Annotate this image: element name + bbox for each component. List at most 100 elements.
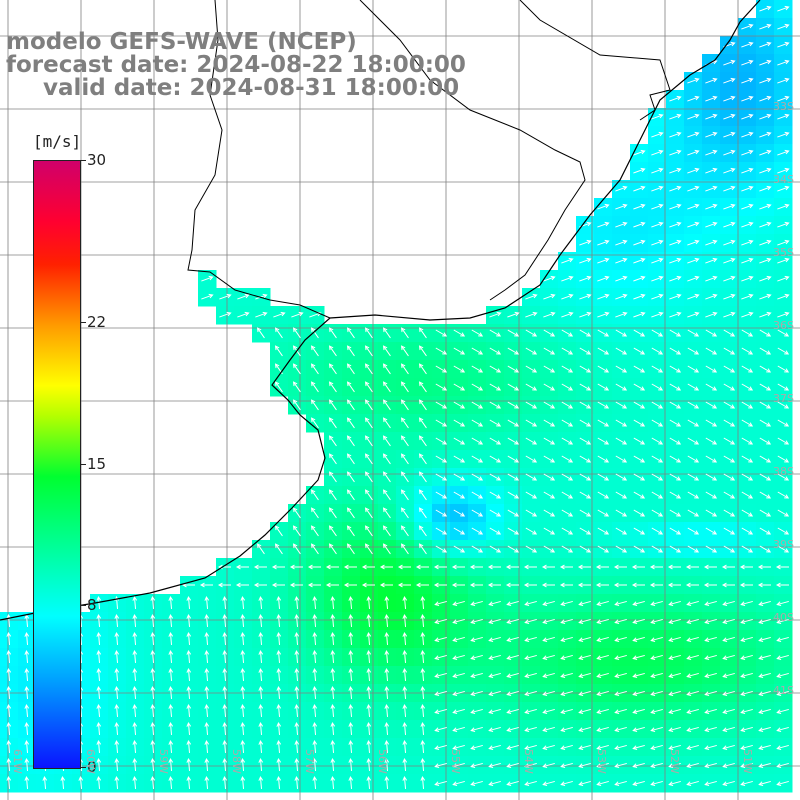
wind-arrow bbox=[470, 762, 483, 768]
wind-arrow bbox=[524, 744, 537, 750]
wind-arrow bbox=[240, 775, 246, 790]
wind-arrow bbox=[669, 131, 682, 138]
wind-arrow bbox=[452, 618, 465, 624]
wind-arrow bbox=[757, 564, 771, 570]
wind-arrow bbox=[452, 690, 465, 696]
wind-arrow bbox=[420, 613, 426, 628]
wind-arrow bbox=[615, 293, 628, 300]
wind-arrow bbox=[596, 690, 609, 696]
wind-arrow bbox=[114, 739, 120, 754]
wind-arrow bbox=[258, 649, 264, 664]
wind-arrow bbox=[114, 685, 120, 700]
latitude-label: 39S bbox=[773, 538, 794, 551]
wind-arrow bbox=[543, 473, 556, 481]
wind-arrow bbox=[237, 311, 250, 318]
wind-arrow bbox=[384, 775, 390, 790]
wind-arrow bbox=[400, 381, 409, 393]
wind-arrow bbox=[453, 455, 466, 463]
wind-arrow bbox=[579, 401, 592, 409]
wind-arrow bbox=[543, 527, 556, 535]
wind-arrow bbox=[366, 613, 372, 628]
wind-arrow bbox=[310, 417, 319, 429]
wind-arrow bbox=[330, 775, 336, 790]
wind-arrow bbox=[758, 636, 771, 642]
wind-arrow bbox=[204, 703, 210, 718]
wind-arrow bbox=[489, 491, 502, 499]
latitude-label: 33S bbox=[773, 100, 794, 113]
wind-arrow bbox=[364, 435, 373, 447]
wind-arrow bbox=[186, 721, 192, 736]
latitude-label: 38S bbox=[773, 465, 794, 478]
wind-arrow bbox=[759, 509, 772, 517]
wind-arrow bbox=[541, 582, 555, 588]
wind-arrow bbox=[705, 527, 718, 535]
wind-arrow bbox=[777, 365, 790, 373]
wind-arrow bbox=[721, 564, 735, 570]
colorbar-tick-mark bbox=[80, 160, 86, 161]
wind-arrow bbox=[524, 654, 537, 660]
wind-arrow bbox=[400, 525, 409, 537]
wind-arrow bbox=[651, 239, 664, 246]
wind-arrow bbox=[560, 744, 573, 750]
wind-arrow bbox=[542, 708, 555, 714]
wind-arrow bbox=[669, 239, 682, 246]
wind-arrow bbox=[434, 636, 447, 642]
wind-arrow bbox=[776, 744, 789, 750]
wind-arrow bbox=[615, 527, 628, 535]
longitude-label: 59W bbox=[157, 749, 170, 774]
wind-arrow bbox=[114, 721, 120, 736]
wind-arrow bbox=[579, 347, 592, 355]
wind-arrow bbox=[364, 525, 373, 537]
longitude-label: 54W bbox=[522, 749, 535, 774]
wind-arrow bbox=[488, 654, 501, 660]
wind-arrow bbox=[615, 437, 628, 445]
wind-arrow bbox=[453, 437, 466, 445]
wind-arrow bbox=[777, 545, 790, 553]
wind-arrow bbox=[597, 437, 610, 445]
wind-arrow bbox=[705, 509, 718, 517]
wind-arrow bbox=[402, 595, 408, 610]
wind-arrow bbox=[651, 257, 664, 264]
wind-arrow bbox=[168, 595, 174, 610]
wind-arrow bbox=[525, 473, 538, 481]
wind-arrow bbox=[741, 401, 754, 409]
wind-arrow bbox=[543, 311, 556, 318]
wind-arrow bbox=[346, 399, 355, 411]
wind-arrow bbox=[6, 757, 12, 772]
wind-arrow bbox=[400, 327, 409, 339]
wind-arrow bbox=[24, 775, 30, 790]
wind-arrow bbox=[348, 631, 354, 646]
wind-arrow bbox=[366, 739, 372, 754]
wind-arrow bbox=[651, 365, 664, 373]
wind-arrow bbox=[453, 509, 466, 517]
wind-arrow bbox=[471, 473, 484, 481]
wind-arrow bbox=[723, 113, 736, 120]
wind-arrow bbox=[222, 685, 228, 700]
wind-arrow bbox=[114, 703, 120, 718]
wind-arrow bbox=[651, 545, 664, 553]
wind-arrow bbox=[703, 564, 717, 570]
wind-arrow bbox=[276, 739, 282, 754]
wind-arrow bbox=[435, 365, 448, 373]
wind-arrow bbox=[291, 311, 304, 318]
wind-arrow bbox=[615, 185, 628, 192]
wind-arrow bbox=[578, 654, 591, 660]
wind-arrow bbox=[669, 419, 682, 427]
wind-arrow bbox=[114, 775, 120, 790]
wind-arrow bbox=[402, 757, 408, 772]
wind-arrow bbox=[633, 275, 646, 282]
wind-arrow bbox=[596, 744, 609, 750]
wind-arrow bbox=[777, 401, 790, 409]
wind-arrow bbox=[723, 59, 736, 66]
wind-arrow bbox=[470, 654, 483, 660]
wind-arrow bbox=[382, 507, 391, 519]
wind-arrow bbox=[615, 275, 628, 282]
wind-arrow bbox=[525, 455, 538, 463]
wind-arrow bbox=[96, 721, 102, 736]
wind-arrow bbox=[330, 721, 336, 736]
wind-arrow bbox=[633, 257, 646, 264]
wind-arrow bbox=[705, 455, 718, 463]
wind-arrow bbox=[201, 293, 214, 300]
wind-arrow bbox=[525, 545, 538, 553]
wind-arrow bbox=[400, 417, 409, 429]
